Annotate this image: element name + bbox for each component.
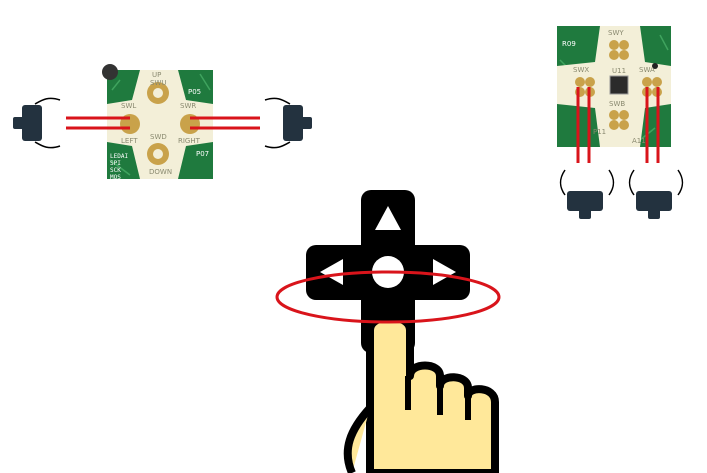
- label-swy: SWY: [608, 29, 624, 37]
- label-swl: SWL: [121, 102, 136, 110]
- label-a11: A11: [632, 137, 646, 145]
- label-r09: R09: [562, 40, 576, 48]
- label-swu: SWU: [150, 79, 167, 87]
- right-wires: [576, 87, 660, 163]
- label-sck: SCK: [110, 167, 121, 174]
- tactile-switch-icon: [559, 169, 615, 219]
- rotation-ring-icon: [275, 270, 501, 324]
- label-right: RIGHT: [178, 137, 201, 145]
- left-wires: [66, 116, 260, 130]
- arrow-up-icon: [375, 206, 401, 230]
- label-swr: SWR: [180, 102, 196, 110]
- label-swa: SWA: [639, 66, 655, 74]
- label-ledai: LEDAI: [110, 153, 128, 160]
- label-mos: MOS: [110, 174, 121, 181]
- label-spi: SPI: [110, 160, 121, 167]
- pad-swy: [609, 40, 629, 60]
- label-swx: SWX: [573, 66, 589, 74]
- tactile-switch-icon: [264, 97, 312, 149]
- left-pcb-board: UP SWU SWL SWR SWD LEFT RIGHT DOWN P05 P…: [102, 64, 213, 181]
- pointing-finger-icon: [343, 313, 499, 473]
- label-p07: P07: [196, 150, 209, 158]
- arrow-right-icon: [433, 259, 456, 285]
- tactile-switch-icon: [13, 97, 61, 149]
- label-u11: U11: [612, 67, 626, 75]
- pad-swb: [609, 110, 629, 130]
- arrow-left-icon: [320, 259, 343, 285]
- label-swb: SWB: [609, 100, 625, 108]
- label-left: LEFT: [121, 137, 138, 145]
- label-p05: P05: [188, 88, 201, 96]
- label-up: UP: [152, 71, 161, 79]
- tactile-switch-icon: [628, 169, 684, 219]
- label-p11: P11: [593, 128, 606, 136]
- label-down: DOWN: [149, 168, 172, 176]
- right-pcb-board: R09 SWY SWX SWA SWB U11 P11 A11: [557, 26, 671, 147]
- label-swd: SWD: [150, 133, 167, 141]
